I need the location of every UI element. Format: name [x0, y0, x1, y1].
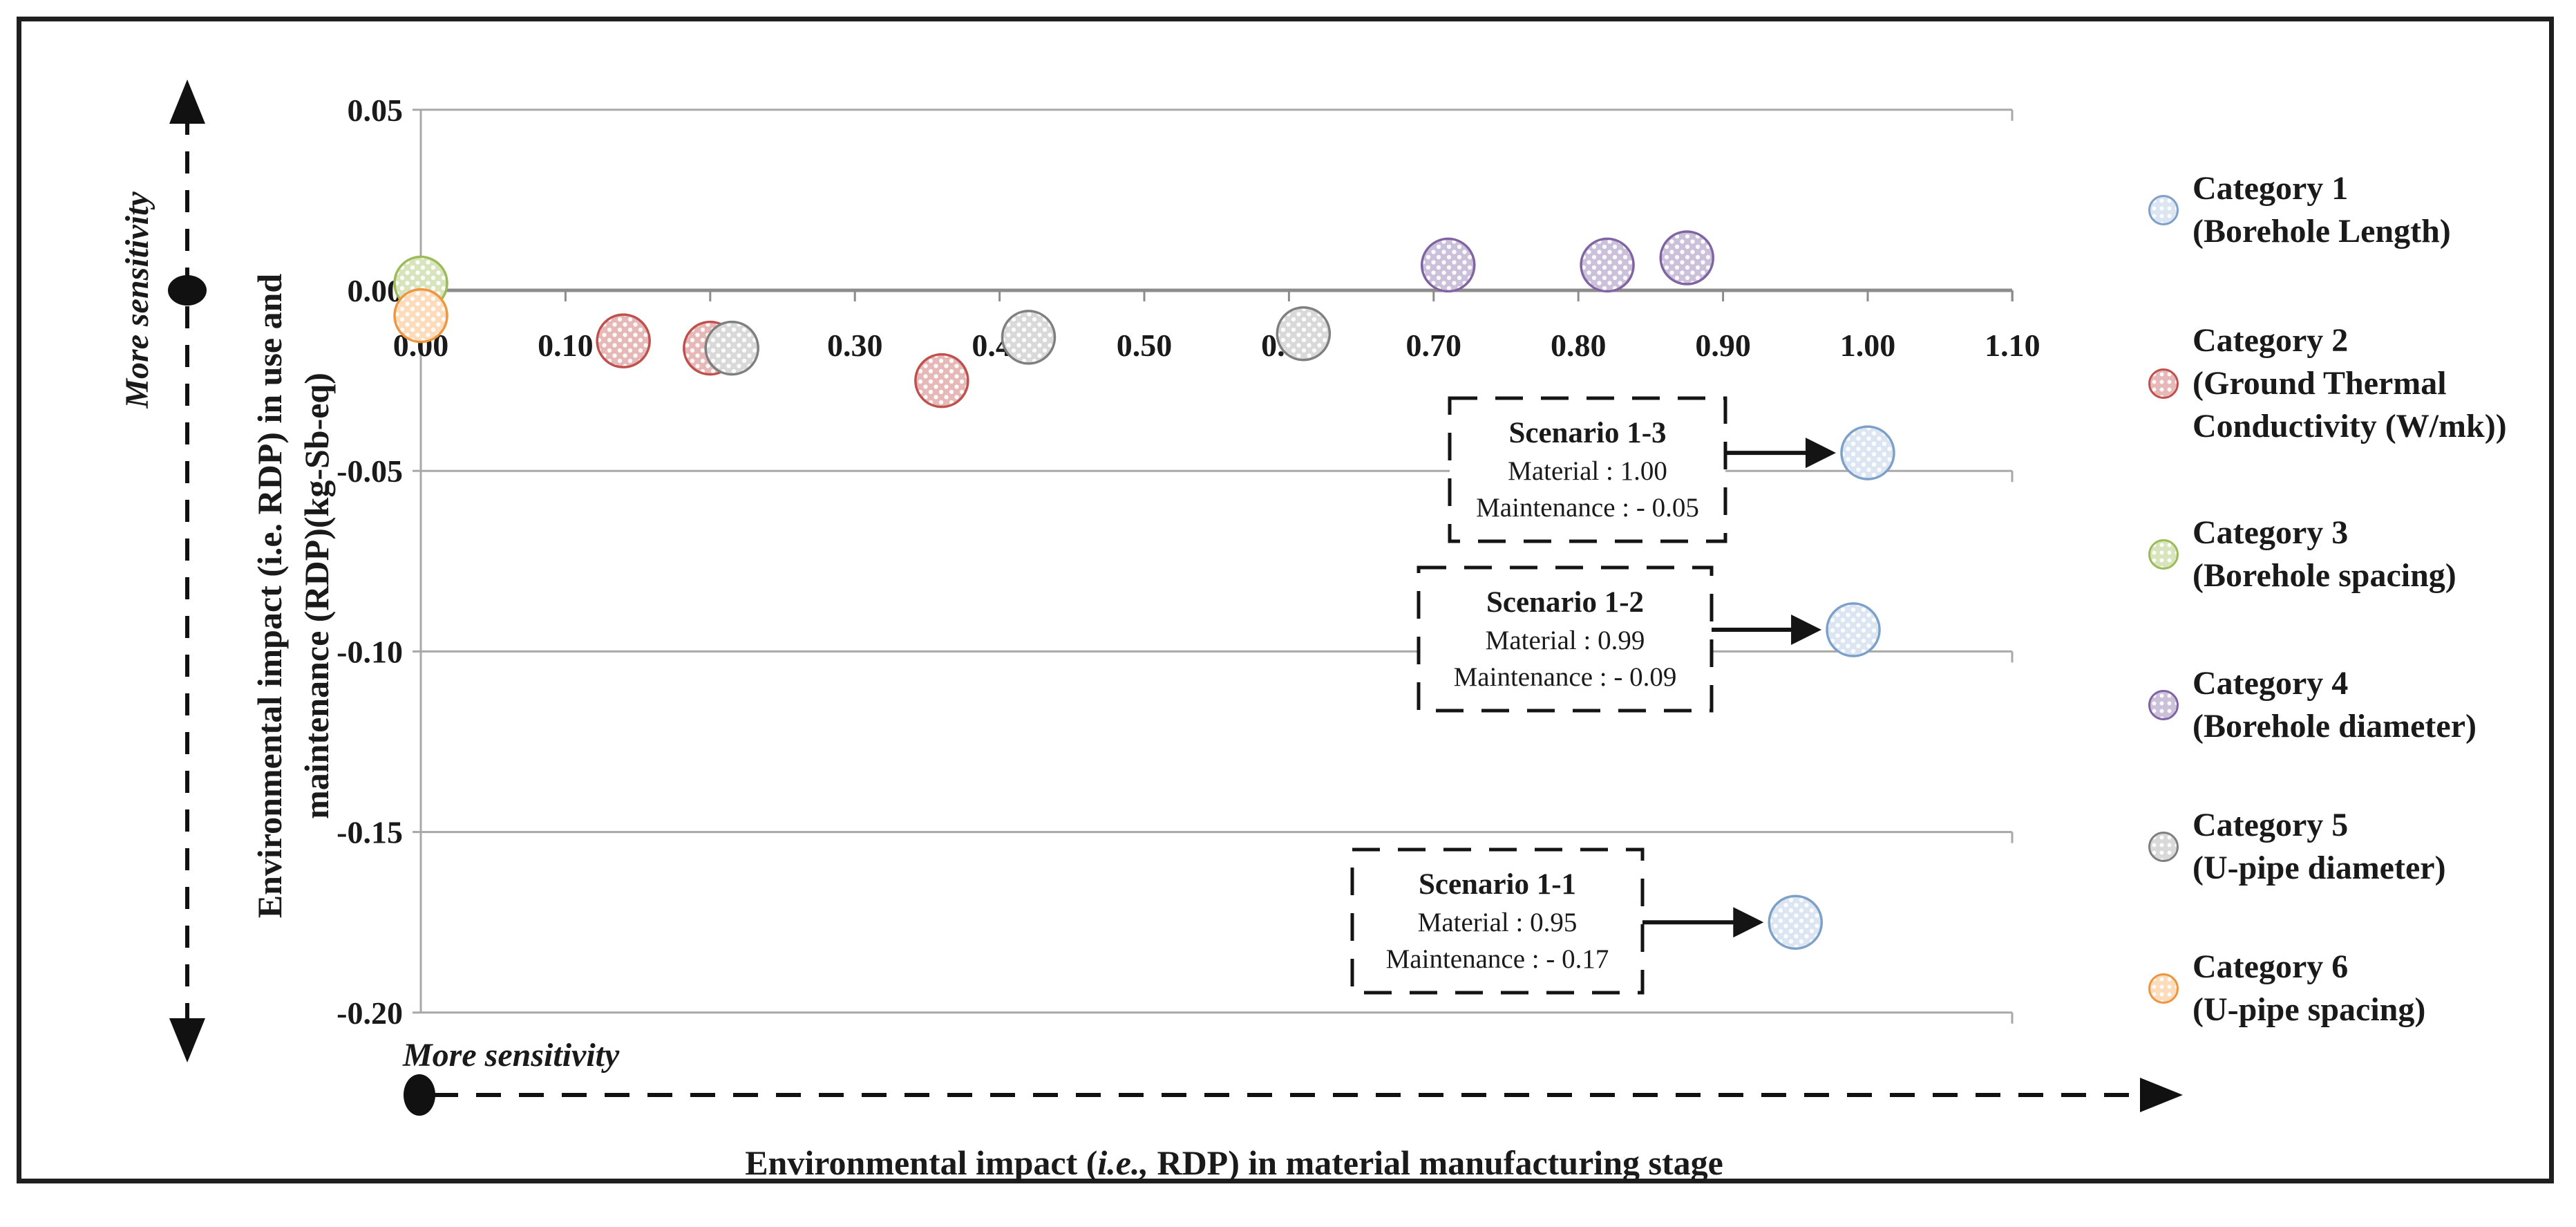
vertical-arrow-up-icon	[169, 79, 205, 124]
data-point-category-1	[1840, 425, 1895, 480]
y-axis-title-line1: Environmental impact (i.e. RDP) in use a…	[250, 273, 289, 919]
data-point-category-2	[596, 313, 651, 368]
data-point-category-5	[1276, 306, 1332, 362]
scenario-box-border	[1417, 565, 1714, 713]
legend-item-category-4: Category 4 (Borehole diameter)	[2148, 662, 2476, 748]
scenario-box-scenario-1-3: Scenario 1-3 Material : 1.00 Maintenance :…	[1450, 398, 1725, 541]
vertical-arrow-dot-icon	[168, 275, 207, 306]
data-point-category-4	[1420, 237, 1476, 293]
legend-item-category-1: Category 1 (Borehole Length)	[2148, 167, 2451, 253]
x-axis-title: Environmental impact (i.e., RDP) in mate…	[612, 1143, 1856, 1183]
legend-label: Category 2 (Ground Thermal Conductivity (W…	[2193, 322, 2507, 444]
y-tick-label: -0.15	[337, 815, 403, 850]
legend-marker-icon	[2148, 195, 2179, 225]
scenario-box-scenario-1-2: Scenario 1-2 Material : 0.99 Maintenance :…	[1419, 568, 1712, 711]
scenario-title: Scenario 1-2	[1486, 586, 1645, 619]
data-point-category-4	[1580, 237, 1635, 293]
x-tick-label: 0.90	[1695, 328, 1751, 363]
x-axis-title-prefix: Environmental impact (	[745, 1143, 1098, 1182]
x-tick-label: 0.30	[827, 328, 883, 363]
data-point-category-1	[1826, 602, 1881, 657]
scenario-detail: Maintenance : - 0.09	[1453, 662, 1677, 692]
y-tick-label: -0.05	[337, 453, 403, 489]
y-axis-title: Environmental impact (i.e. RDP) in use a…	[246, 22, 350, 1170]
legend-label: Category 1 (Borehole Length)	[2193, 170, 2451, 250]
scenario-box-border	[1448, 396, 1727, 543]
legend-marker-icon	[2148, 539, 2179, 570]
horizontal-arrow-right-icon	[2140, 1078, 2183, 1112]
y-tick-label: 0.00	[348, 273, 404, 308]
legend-label: Category 5 (U-pipe diameter)	[2193, 807, 2446, 886]
figure-frame: 0.050.00-0.05-0.10-0.15-0.200.000.100.20…	[17, 17, 2554, 1183]
x-tick-label: 0.70	[1406, 328, 1462, 363]
legend-item-category-5: Category 5 (U-pipe diameter)	[2148, 804, 2446, 890]
legend-item-category-6: Category 6 (U-pipe spacing)	[2148, 946, 2425, 1031]
scenario-arrowhead-icon	[1791, 615, 1822, 646]
legend-marker-icon	[2148, 368, 2179, 399]
vertical-arrow-down-icon	[169, 1018, 205, 1062]
more-sensitivity-horizontal-label: More sensitivity	[403, 1037, 620, 1074]
scenario-arrowhead-icon	[1733, 907, 1764, 938]
x-tick-label: 0.80	[1551, 328, 1607, 363]
data-point-category-2	[914, 353, 969, 409]
scenario-detail: Material : 0.99	[1485, 625, 1645, 655]
y-tick-label: -0.20	[337, 995, 403, 1031]
y-tick-label: -0.10	[337, 634, 403, 669]
scenario-box-scenario-1-1: Scenario 1-1 Material : 0.95 Maintenance :…	[1352, 850, 1642, 993]
scenario-detail: Material : 0.95	[1417, 907, 1578, 937]
scatter-plot: 0.050.00-0.05-0.10-0.15-0.200.000.100.20…	[168, 79, 2183, 1116]
x-axis-title-suffix: RDP) in material manufacturing stage	[1148, 1143, 1723, 1182]
data-point-category-6	[393, 288, 448, 344]
scenario-detail: Maintenance : - 0.17	[1385, 944, 1609, 974]
scenario-arrowhead-icon	[1806, 438, 1836, 469]
legend-label: Category 6 (U-pipe spacing)	[2193, 948, 2426, 1028]
data-point-category-5	[704, 320, 759, 376]
x-tick-label: 1.00	[1840, 328, 1896, 363]
legend-label: Category 4 (Borehole diameter)	[2193, 665, 2476, 744]
legend-item-category-2: Category 2 (Ground Thermal Conductivity (W…	[2148, 319, 2507, 448]
legend-marker-icon	[2148, 973, 2179, 1004]
x-tick-label: 0.50	[1117, 328, 1173, 363]
more-sensitivity-vertical-label: More sensitivity	[119, 191, 155, 409]
data-point-category-5	[1001, 310, 1057, 365]
data-point-category-1	[1768, 895, 1824, 950]
scenario-detail: Maintenance : - 0.05	[1476, 492, 1699, 523]
y-axis-title-line2: maintenance (RDP)(kg-Sb-eq)	[297, 373, 336, 819]
scenario-title: Scenario 1-3	[1508, 416, 1667, 449]
horizontal-arrow-dot-icon	[404, 1074, 435, 1116]
legend-label: Category 3 (Borehole spacing)	[2193, 514, 2456, 594]
legend-item-category-3: Category 3 (Borehole spacing)	[2148, 512, 2456, 597]
y-tick-label: 0.05	[348, 93, 404, 128]
x-tick-label: 0.10	[538, 328, 594, 363]
scenario-box-border	[1350, 847, 1645, 995]
x-tick-label: 1.10	[1985, 328, 2040, 363]
scenario-title: Scenario 1-1	[1418, 868, 1577, 901]
legend-marker-icon	[2148, 690, 2179, 720]
legend-marker-icon	[2148, 832, 2179, 862]
scenario-detail: Material : 1.00	[1508, 456, 1667, 486]
data-point-category-4	[1659, 230, 1714, 285]
x-axis-title-italic: i.e.,	[1097, 1143, 1148, 1182]
